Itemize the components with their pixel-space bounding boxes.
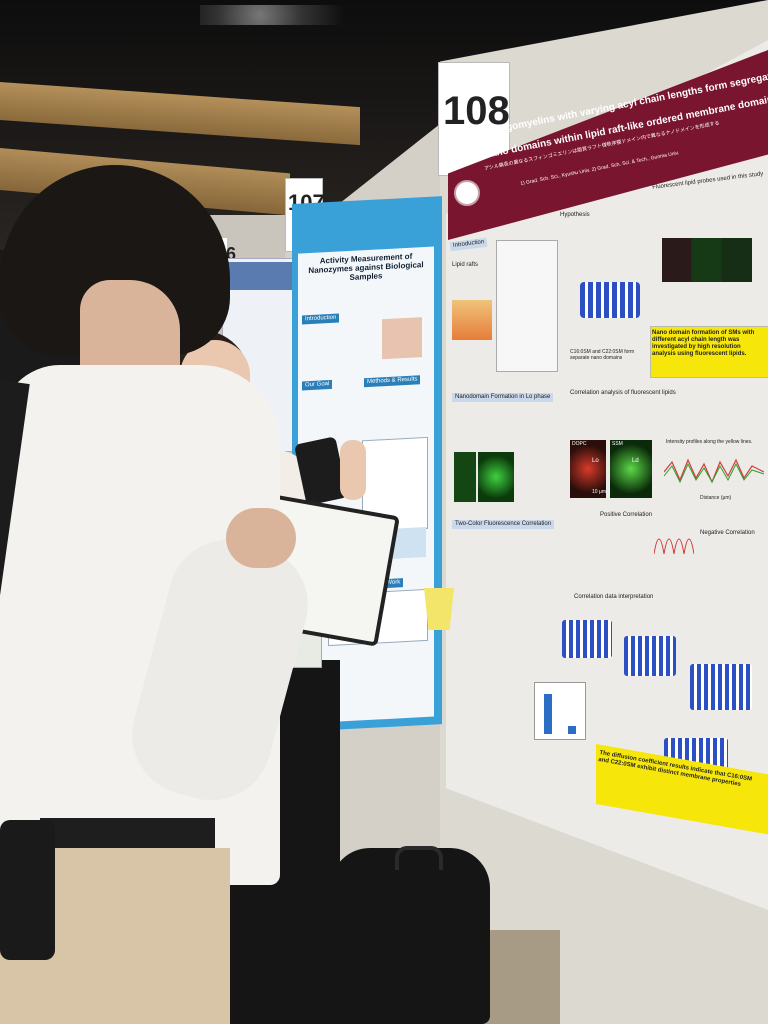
distance-axis-label: Distance (μm) bbox=[700, 495, 732, 501]
micrograph-green bbox=[478, 452, 514, 502]
micrograph-ssm bbox=[610, 440, 652, 498]
belt bbox=[40, 818, 215, 850]
bar-1 bbox=[544, 694, 552, 734]
highlight-nano-domain-text: Nano domain formation of SMs with differ… bbox=[652, 330, 755, 357]
lipid-model-2 bbox=[624, 636, 676, 676]
backpack-handle bbox=[395, 846, 443, 870]
university-seal bbox=[454, 180, 480, 206]
micrograph-lo bbox=[454, 452, 476, 502]
lipid-bilayer-model bbox=[580, 282, 640, 318]
poster-108-c16-c22-label: C16:0SM and C22:0SM form separate nano d… bbox=[570, 349, 635, 361]
poster-108-lipid-rafts: Lipid rafts bbox=[452, 262, 479, 268]
positive-correlation-label: Positive Correlation bbox=[600, 512, 653, 518]
bag bbox=[0, 820, 55, 960]
negative-correlation-label: Negative Correlation bbox=[700, 530, 755, 536]
intro-figure bbox=[452, 300, 492, 340]
label-ld: Ld bbox=[632, 458, 639, 464]
poster-108-hypothesis: Hypothesis bbox=[560, 212, 590, 218]
paper-cup bbox=[424, 588, 454, 630]
fluorescence-images bbox=[662, 238, 752, 282]
woman-hand bbox=[340, 440, 366, 500]
booth-number-108-text: 108 bbox=[443, 89, 510, 133]
scale-bar-label: 10 μm bbox=[592, 489, 606, 495]
micrograph-dopc bbox=[570, 440, 606, 498]
ceiling-lights bbox=[200, 5, 400, 25]
poster-108-correlation-interpretation: Correlation data interpretation bbox=[574, 594, 654, 600]
poster-107-figure bbox=[382, 317, 422, 360]
label-ssm: SSM bbox=[612, 441, 623, 447]
correlation-peaks bbox=[654, 538, 694, 554]
poster-108-correlation-analysis: Correlation analysis of fluorescent lipi… bbox=[570, 390, 676, 396]
label-lo: Lo bbox=[592, 458, 599, 464]
man-hand bbox=[226, 508, 296, 568]
poster-108-nanodomain-formation: Nanodomain Formation in Lo phase bbox=[452, 393, 554, 402]
lipid-model-3 bbox=[690, 664, 752, 710]
poster-108-two-color: Two-Color Fluorescence Correlation bbox=[452, 520, 555, 529]
intensity-profile-plot bbox=[664, 458, 764, 484]
label-dopc: DOPC bbox=[572, 441, 587, 447]
poster-107-our-goal: Our Goal bbox=[302, 379, 333, 391]
poster-106-header bbox=[224, 262, 292, 290]
lipid-model-1 bbox=[562, 620, 612, 658]
backpack bbox=[330, 848, 490, 1024]
intensity-profiles-caption: Intensity profiles along the yellow line… bbox=[666, 439, 753, 445]
bar-2 bbox=[568, 726, 576, 734]
bar-chart-small bbox=[534, 682, 586, 740]
highlight-nano-domain bbox=[650, 326, 768, 378]
hypothesis-diagram bbox=[496, 240, 558, 372]
